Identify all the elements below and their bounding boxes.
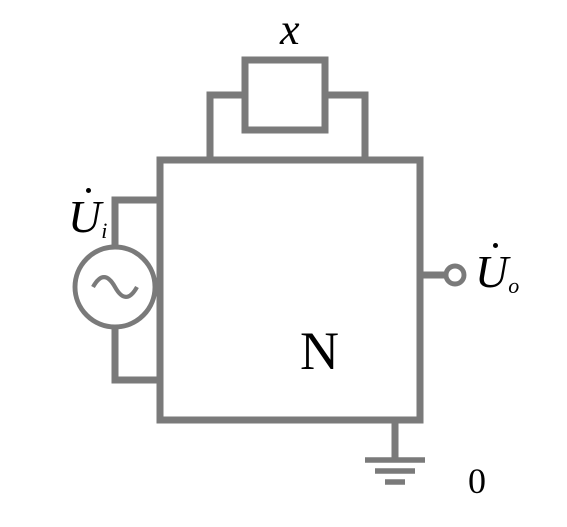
label-gnd: 0 [468,460,486,502]
wire-3 [115,327,160,380]
wire-1 [325,95,365,160]
label-N: N [300,320,339,382]
node-N [160,160,420,420]
wire-2 [115,200,160,247]
label-x: x [280,4,300,55]
label-ui: Ui [68,190,107,243]
node-out-terminal [446,266,464,284]
wire-0 [210,95,245,160]
diagram-canvas: x Ui Uo N 0 [0,0,567,527]
node-x [245,60,325,130]
label-uo: Uo [475,245,519,298]
